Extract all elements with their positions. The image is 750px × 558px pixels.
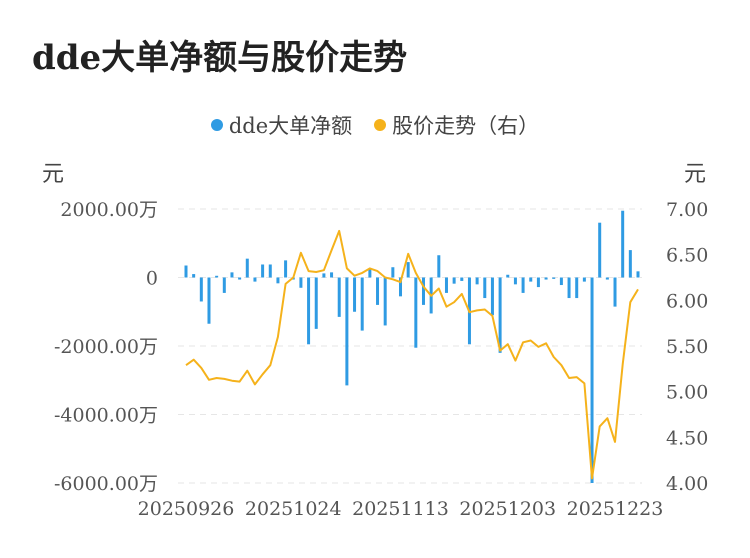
dde-bar [513, 277, 517, 285]
dde-bar [253, 277, 257, 282]
legend-item-dde[interactable]: dde大单净额 [210, 110, 353, 140]
dde-bar [475, 277, 479, 285]
dde-bar [199, 277, 203, 302]
chart-legend: dde大单净额 股价走势（右） [0, 110, 750, 140]
dde-bar [414, 277, 418, 348]
right-tick-label: 7.00 [666, 199, 708, 221]
dde-bar [215, 275, 219, 278]
dde-bar [268, 264, 272, 278]
dde-bar [376, 277, 380, 305]
dde-bar [421, 277, 425, 305]
legend-dot-dde-icon [210, 119, 223, 131]
dde-bar [582, 277, 586, 282]
dde-bar [245, 258, 249, 278]
dde-bar [490, 277, 494, 316]
dde-bar [353, 277, 357, 312]
dde-bar [330, 272, 334, 278]
dde-bar [383, 277, 387, 326]
dde-bar [636, 271, 640, 278]
right-tick-label: 4.50 [666, 427, 708, 449]
dde-bar [575, 277, 579, 299]
dde-bar [207, 277, 211, 324]
dde-bar [360, 277, 364, 331]
legend-item-price[interactable]: 股价走势（右） [374, 110, 539, 140]
dde-bar [521, 277, 525, 293]
dde-bar [567, 277, 571, 299]
left-tick-label: 0 [146, 268, 158, 290]
left-tick-label: -6000.00万 [54, 473, 158, 495]
left-tick-label: 2000.00万 [60, 199, 158, 221]
dde-bar [536, 277, 540, 288]
dde-bar [222, 277, 226, 293]
legend-label-dde: dde大单净额 [228, 114, 353, 138]
dde-bar [406, 262, 410, 278]
dde-bar [284, 260, 288, 278]
dde-bar [559, 277, 563, 286]
dde-bar [230, 272, 234, 278]
dde-bar [276, 277, 280, 284]
x-tick-label: 20250926 [138, 498, 235, 520]
dde-bar [598, 222, 602, 278]
dde-bar [444, 277, 448, 293]
dde-bar [345, 277, 349, 386]
legend-dot-price-icon [374, 119, 387, 131]
dde-bar [613, 277, 617, 307]
right-tick-label: 6.50 [666, 245, 708, 267]
dde-bar [322, 273, 326, 278]
dde-bar [483, 277, 487, 299]
left-tick-label: -2000.00万 [54, 336, 158, 358]
right-tick-label: 5.50 [666, 336, 708, 358]
page-title: dde大单净额与股价走势 [32, 38, 408, 78]
x-tick-label: 20251024 [245, 498, 342, 520]
dde-bar [552, 277, 556, 279]
x-tick-label: 20251223 [567, 498, 664, 520]
dde-bar [192, 274, 196, 278]
dde-bar [307, 277, 311, 345]
right-axis-unit: 元 [684, 162, 707, 187]
right-tick-label: 5.00 [666, 382, 708, 404]
dde-bar [529, 277, 533, 282]
dde-bar [506, 274, 510, 278]
dde-bar [452, 277, 456, 284]
dde-bar [628, 250, 632, 278]
dde-bar [368, 268, 372, 278]
dde-bar [437, 255, 441, 278]
dde-bar [605, 277, 609, 280]
x-tick-label: 20251203 [459, 498, 556, 520]
dde-bar [590, 277, 594, 483]
dde-bar [314, 277, 318, 329]
dde-bar [399, 277, 403, 297]
dde-bar [337, 277, 341, 317]
dde-bar [544, 277, 548, 280]
x-tick-label: 20251113 [352, 498, 449, 520]
left-axis-unit: 元 [42, 162, 65, 187]
dde-bar [498, 277, 502, 353]
dde-bar [391, 267, 395, 278]
dde-bar [299, 277, 303, 288]
right-tick-label: 4.00 [666, 473, 708, 495]
dde-bar [621, 210, 625, 278]
dde-bar [460, 277, 464, 281]
dde-bar [261, 264, 265, 278]
dde-bar [238, 277, 242, 280]
left-tick-label: -4000.00万 [54, 405, 158, 427]
legend-label-price: 股价走势（右） [392, 114, 540, 138]
price-line [185, 229, 639, 480]
dde-bar [184, 265, 188, 278]
right-tick-label: 6.00 [666, 290, 708, 312]
